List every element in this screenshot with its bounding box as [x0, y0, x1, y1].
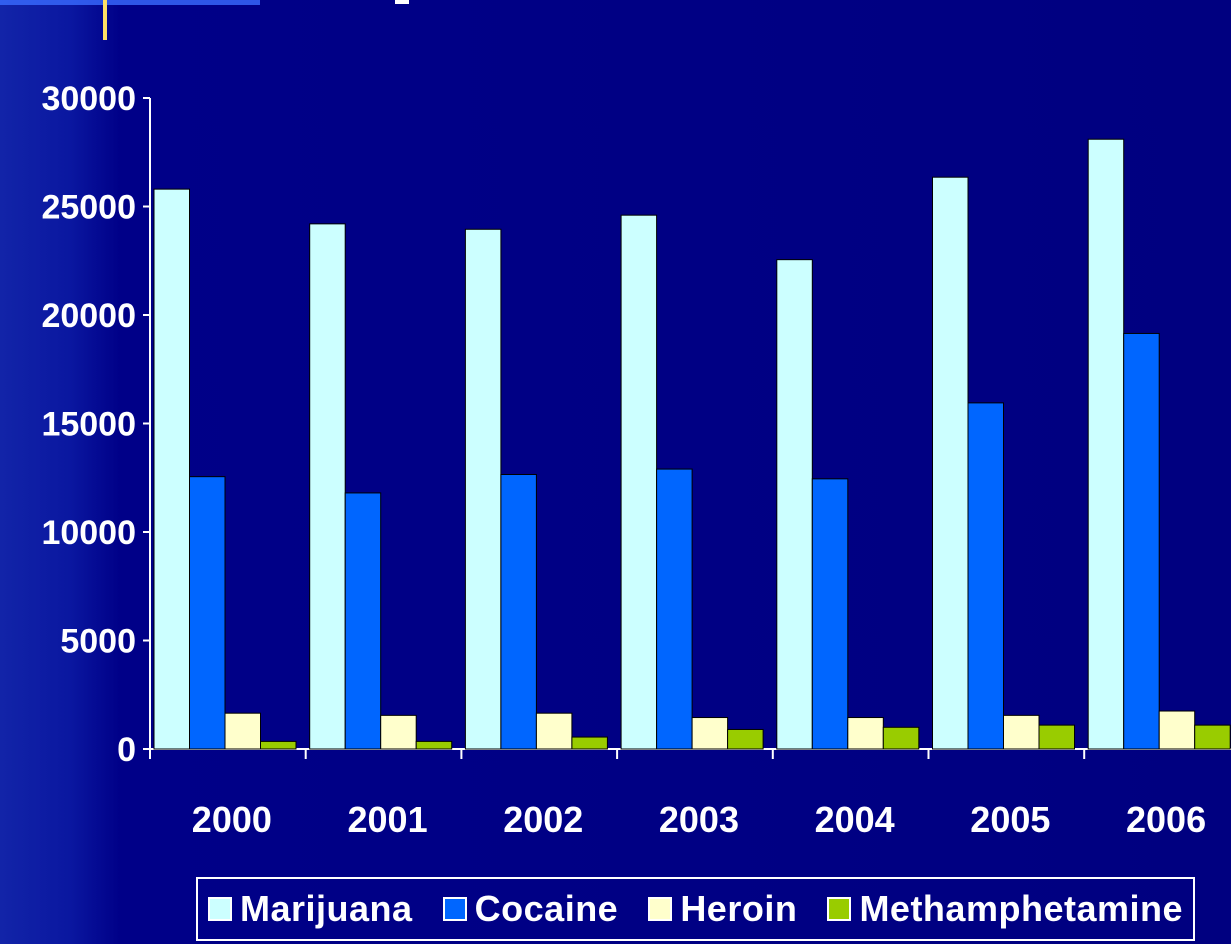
bar-heroin-2003 [691, 717, 729, 750]
y-axis: 0 5000 10000 15000 20000 25000 30000 [41, 80, 151, 769]
bar-heroin-2006 [1158, 710, 1196, 750]
y-tick-label: 0 [117, 731, 136, 769]
y-tick-label: 15000 [41, 406, 136, 444]
ornament-vertical-bar [103, 0, 107, 40]
bar-methamphetamine-2006 [1194, 724, 1231, 750]
bar-cocaine-2005 [967, 402, 1004, 750]
bar-heroin-2005 [1003, 714, 1040, 750]
bar-cocaine-2003 [656, 468, 693, 750]
bar-marijuana-2001 [309, 223, 346, 750]
legend-label-heroin: Heroin [680, 888, 798, 929]
legend-item-marijuana: Marijuana [208, 888, 413, 930]
bar-cocaine-2000 [189, 476, 226, 750]
bar-series-marijuana [153, 138, 1125, 750]
bar-series-cocaine [189, 332, 1160, 750]
bar-methamphetamine-2003 [727, 728, 764, 750]
x-axis: 2000 2001 2002 2003 2004 2005 2006 [149, 748, 1231, 840]
bar-methamphetamine-2005 [1038, 724, 1075, 750]
y-tick-label: 10000 [41, 514, 136, 552]
bar-cocaine-2002 [500, 473, 537, 750]
bar-heroin-2004 [847, 717, 884, 750]
x-category-label: 2002 [503, 799, 583, 840]
x-category-label: 2003 [659, 799, 739, 840]
bar-methamphetamine-2001 [415, 740, 453, 750]
legend-swatch-cocaine [442, 897, 467, 921]
bar-marijuana-2006 [1087, 138, 1125, 750]
slide-ornament [0, 0, 409, 40]
legend-label-methamphetamine: Methamphetamine [859, 888, 1183, 929]
x-category-label: 2000 [192, 799, 272, 840]
legend-swatch-marijuana [208, 897, 232, 921]
chart-legend: Marijuana Cocaine Heroin Methamphetamine [196, 877, 1195, 941]
ornament-horizontal-bar [0, 0, 260, 5]
x-category-label: 2006 [1126, 799, 1206, 840]
ornament-title-fragment [395, 0, 409, 4]
legend-label-cocaine: Cocaine [474, 888, 619, 929]
bar-heroin-2000 [224, 712, 261, 750]
bar-methamphetamine-2002 [571, 736, 608, 750]
bar-cocaine-2001 [344, 492, 382, 750]
legend-item-methamphetamine: Methamphetamine [827, 888, 1183, 930]
legend-swatch-methamphetamine [827, 897, 852, 921]
legend-item-cocaine: Cocaine [442, 888, 619, 930]
bar-heroin-2001 [380, 714, 417, 750]
y-tick-label: 30000 [41, 80, 136, 118]
bar-marijuana-2003 [620, 214, 658, 750]
bar-series-methamphetamine [260, 724, 1231, 750]
x-category-label: 2004 [815, 799, 895, 840]
bar-marijuana-2002 [464, 228, 502, 750]
bar-marijuana-2004 [776, 259, 813, 750]
x-category-label: 2005 [970, 799, 1050, 840]
legend-label-marijuana: Marijuana [240, 888, 413, 929]
x-category-label: 2001 [348, 799, 428, 840]
y-tick-label: 20000 [41, 297, 136, 335]
bar-marijuana-2000 [153, 188, 190, 750]
bar-methamphetamine-2000 [260, 740, 297, 750]
y-tick-label: 25000 [41, 189, 136, 227]
bar-series-group [153, 138, 1231, 750]
bar-heroin-2002 [535, 712, 573, 750]
bar-series-heroin [224, 710, 1196, 750]
legend-swatch-heroin [648, 897, 673, 921]
legend-item-heroin: Heroin [648, 888, 797, 930]
y-tick-label: 5000 [60, 623, 136, 661]
bar-marijuana-2005 [932, 176, 969, 750]
bar-cocaine-2004 [811, 478, 849, 750]
bar-methamphetamine-2004 [882, 726, 920, 750]
bar-cocaine-2006 [1123, 332, 1160, 750]
